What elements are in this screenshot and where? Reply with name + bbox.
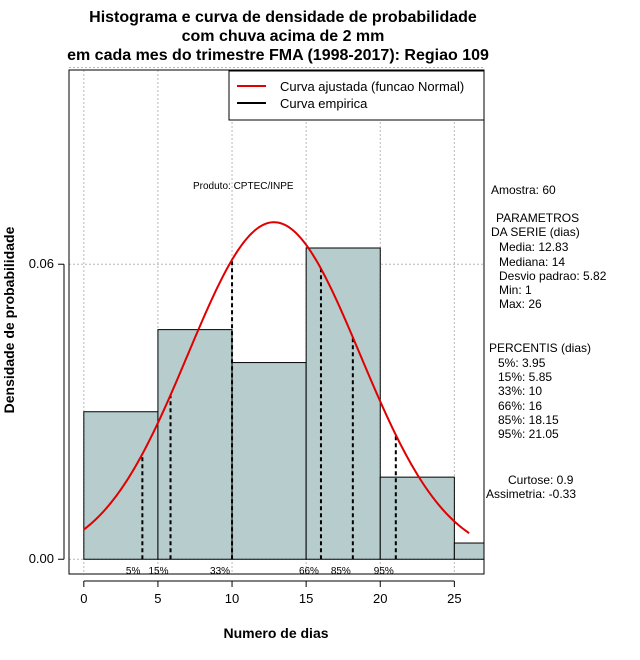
legend: Curva ajustada (funcao Normal) Curva emp… <box>228 70 485 121</box>
percentil-5: 5%: 3.95 <box>498 356 546 370</box>
y-axis-title: Densidade de probabilidade <box>1 226 17 413</box>
percentil-33: 33%: 10 <box>498 384 542 398</box>
percentile-label: 95% <box>374 566 394 577</box>
x-tick-label: 10 <box>225 591 239 606</box>
percentile-label: 5% <box>126 566 141 577</box>
param-mediana: Mediana: 14 <box>499 255 565 269</box>
percentile-label: 33% <box>210 566 230 577</box>
x-tick-label: 5 <box>154 591 161 606</box>
percentile-labels: 5% 15% 33% 66% 85% 95% <box>126 566 394 577</box>
curtose: Curtose: 0.9 <box>508 473 574 487</box>
plot-frame <box>68 69 485 575</box>
histogram-bars <box>83 247 485 560</box>
parametros-header-2: DA SERIE (dias) <box>491 225 580 239</box>
param-max: Max: 26 <box>499 297 542 311</box>
percentile-markers <box>141 259 397 560</box>
legend-label-fitted: Curva ajustada (funcao Normal) <box>280 79 464 94</box>
y-tick-label: 0.06 <box>29 256 54 271</box>
histogram-bar <box>231 362 307 560</box>
y-tick-label: 0.00 <box>29 551 54 566</box>
x-tick-label: 0 <box>80 591 87 606</box>
produto-credit: Produto: CPTEC/INPE <box>193 181 294 192</box>
x-tick-label: 25 <box>447 591 461 606</box>
y-axis: 0.00 0.06 <box>29 256 65 566</box>
parametros-header-1: PARAMETROS <box>496 211 579 225</box>
percentil-95: 95%: 21.05 <box>498 427 559 441</box>
legend-box <box>228 70 485 121</box>
histogram-bar <box>453 542 485 560</box>
percentil-85: 85%: 18.15 <box>498 413 559 427</box>
param-media: Media: 12.83 <box>499 240 569 254</box>
stats-panel: Amostra: 60 PARAMETROS DA SERIE (dias) M… <box>486 183 607 501</box>
chart-title-line-1: Histograma e curva de densidade de proba… <box>89 9 477 26</box>
percentile-label: 85% <box>331 566 351 577</box>
x-axis: 0 5 10 15 20 25 <box>80 580 462 606</box>
assimetria: Assimetria: -0.33 <box>486 487 576 501</box>
histogram-bar <box>305 247 381 560</box>
histogram-bar <box>379 476 455 560</box>
percentil-15: 15%: 5.85 <box>498 370 552 384</box>
histogram-bar <box>157 329 233 560</box>
normal-curve <box>83 221 470 535</box>
amostra: Amostra: 60 <box>491 183 556 197</box>
percentis-header: PERCENTIS (dias) <box>489 341 591 355</box>
x-tick-label: 20 <box>373 591 387 606</box>
param-desvio: Desvio padrao: 5.82 <box>499 269 607 283</box>
chart-title-line-2: com chuva acima de 2 mm <box>182 28 385 45</box>
legend-label-empirical: Curva empirica <box>280 96 368 111</box>
chart-title-line-3: em cada mes do trimestre FMA (1998-2017)… <box>67 47 489 64</box>
x-axis-title: Numero de dias <box>223 625 328 641</box>
percentile-label: 66% <box>299 566 319 577</box>
x-tick-label: 15 <box>299 591 313 606</box>
param-min: Min: 1 <box>499 283 532 297</box>
percentil-66: 66%: 16 <box>498 399 542 413</box>
percentile-label: 15% <box>149 566 169 577</box>
histogram-bar <box>83 411 159 560</box>
